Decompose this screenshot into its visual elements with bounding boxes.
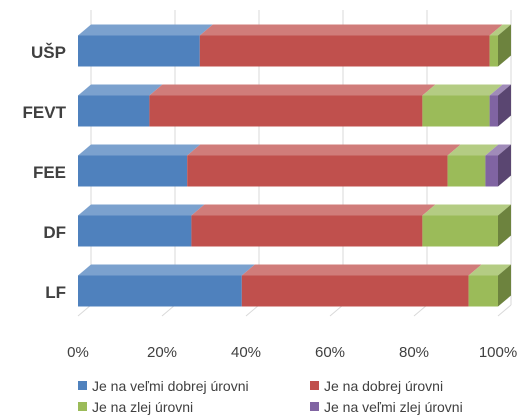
legend-swatch xyxy=(78,381,87,390)
bar-segment-front xyxy=(78,95,150,127)
x-tick-label: 20% xyxy=(147,344,177,361)
bar-segment-top xyxy=(78,264,255,276)
legend-item: Je na veľmi zlej úrovni xyxy=(310,397,510,416)
bar-segment-side xyxy=(498,24,511,67)
bar-segment-front xyxy=(485,155,498,187)
bar-segment xyxy=(78,204,205,247)
bar-segment-top xyxy=(191,204,436,216)
bar-segment-top xyxy=(78,144,201,156)
stacked-bar-chart: UŠP FEVT FEE DF LF 0% 20% 40% 60% 80% 100% xyxy=(23,10,517,361)
x-tick-label: 0% xyxy=(67,344,89,361)
bar-segment-front xyxy=(489,95,498,127)
bar-segment-side xyxy=(498,204,511,247)
bar-segment xyxy=(191,204,436,247)
bar-segment-side xyxy=(498,264,511,307)
legend-label: Je na veľmi zlej úrovni xyxy=(324,398,463,415)
bar-segment xyxy=(199,24,503,67)
bar-segment-front xyxy=(78,215,192,247)
bar-segment-top xyxy=(187,144,461,156)
bar-segment-top xyxy=(468,264,511,276)
legend-label: Je na veľmi dobrej úrovni xyxy=(92,377,249,394)
x-tick-labels: 0% 20% 40% 60% 80% 100% xyxy=(67,344,517,361)
bar-segment-front xyxy=(447,155,486,187)
bar-segment-top xyxy=(422,204,511,216)
bar-segment-front xyxy=(191,215,423,247)
bar-segment xyxy=(485,144,511,187)
bar-segment-front xyxy=(468,275,498,307)
legend-item: Je na zlej úrovni xyxy=(78,397,310,416)
bar-segment-top xyxy=(485,144,511,156)
bar-segment-top xyxy=(78,24,213,36)
bar-segment-top xyxy=(78,84,163,96)
category-label: FEE xyxy=(33,163,66,182)
bar-segment xyxy=(422,84,503,127)
bar-segment-side xyxy=(498,84,511,127)
category-label: DF xyxy=(43,223,66,242)
bar-segment xyxy=(78,144,201,187)
bar-segment xyxy=(422,204,511,247)
bar-segment xyxy=(468,264,511,307)
bar-segment-top xyxy=(149,84,436,96)
legend-swatch xyxy=(78,402,87,411)
bar-segment-top xyxy=(199,24,503,36)
x-tick-label: 100% xyxy=(479,344,517,361)
bar-segment-top xyxy=(78,204,205,216)
bar-segment xyxy=(489,84,511,127)
bar-segment-front xyxy=(422,95,490,127)
bar-segment-front xyxy=(187,155,448,187)
category-label: UŠP xyxy=(31,43,66,62)
bar-segment-front xyxy=(489,35,498,67)
floor-gridline xyxy=(161,304,176,317)
bar-segment xyxy=(149,84,436,127)
bar-segment-side xyxy=(498,144,511,187)
legend-swatch xyxy=(310,381,319,390)
bar-segment-top xyxy=(447,144,499,156)
bar-segment xyxy=(187,144,461,187)
legend-item: Je na veľmi dobrej úrovni xyxy=(78,376,310,395)
bar-segment-front xyxy=(78,155,188,187)
bar-segment-front xyxy=(199,35,490,67)
floor-gridline xyxy=(413,304,428,317)
legend-item: Je na dobrej úrovni xyxy=(310,376,510,395)
bar-segment xyxy=(78,84,163,127)
category-label: LF xyxy=(45,283,66,302)
bar-segment-top xyxy=(489,84,511,96)
legend-label: Je na zlej úrovni xyxy=(92,398,194,415)
legend-swatch xyxy=(310,402,319,411)
bar-segment-top xyxy=(422,84,503,96)
x-tick-label: 60% xyxy=(315,344,345,361)
floor-gridline xyxy=(497,304,512,317)
bar-segment-front xyxy=(149,95,423,127)
bar-segment xyxy=(78,24,213,67)
bar-segment-front xyxy=(422,215,498,247)
bar-segment xyxy=(241,264,482,307)
bar-segment xyxy=(447,144,499,187)
bar-segment xyxy=(489,24,511,67)
x-tick-label: 40% xyxy=(231,344,261,361)
legend-label: Je na dobrej úrovni xyxy=(324,377,444,394)
bar-segment-front xyxy=(241,275,469,307)
bar-segment-top xyxy=(489,24,511,36)
legend: Je na veľmi dobrej úrovni Je na dobrej ú… xyxy=(78,376,518,416)
bar-segment-front xyxy=(78,275,242,307)
floor-gridline xyxy=(245,304,260,317)
category-label: FEVT xyxy=(23,103,67,122)
category-labels: UŠP FEVT FEE DF LF xyxy=(23,43,67,302)
floor-gridline xyxy=(329,304,344,317)
floor-gridline xyxy=(77,304,92,317)
bar-segment-top xyxy=(241,264,482,276)
x-tick-label: 80% xyxy=(399,344,429,361)
bars xyxy=(78,24,511,307)
bar-segment xyxy=(78,264,255,307)
bar-segment-front xyxy=(78,35,200,67)
